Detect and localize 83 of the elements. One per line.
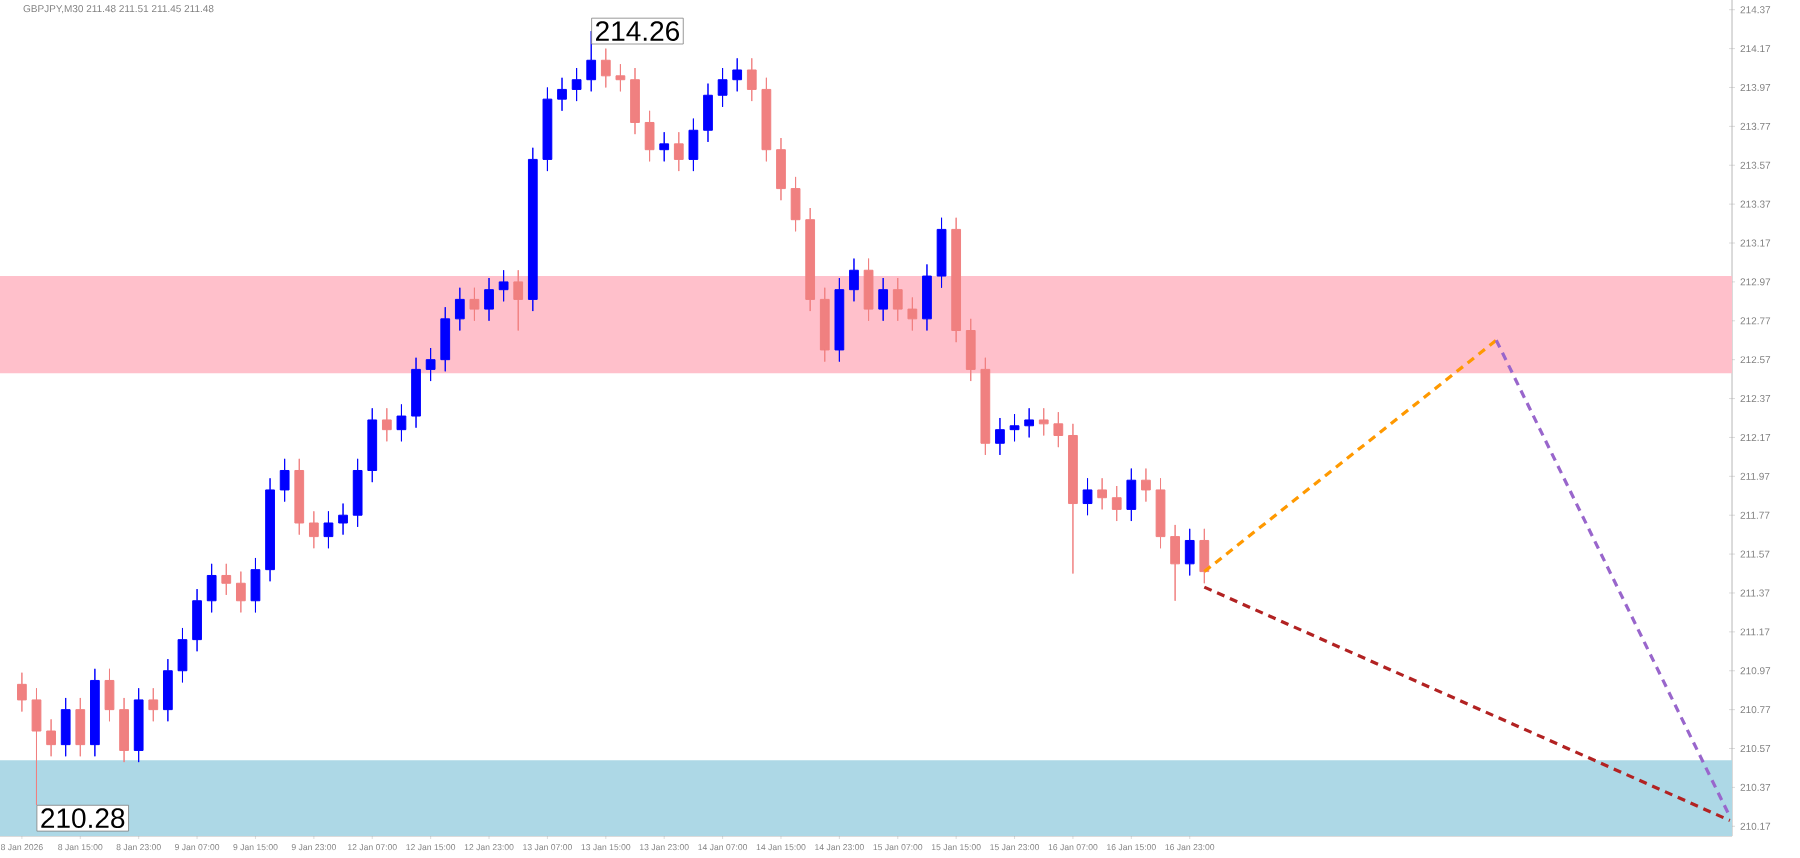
candlestick xyxy=(279,458,290,503)
candlestick xyxy=(790,176,801,232)
candlestick xyxy=(1038,407,1049,436)
candlestick xyxy=(1009,413,1020,442)
candlestick xyxy=(527,147,538,312)
candlestick xyxy=(60,697,71,757)
candlestick xyxy=(542,86,553,172)
candlestick xyxy=(615,63,626,92)
candlestick xyxy=(221,563,232,596)
candlestick xyxy=(1053,411,1064,448)
candlestick xyxy=(265,477,275,582)
candlestick xyxy=(644,110,655,162)
candlestick xyxy=(425,347,436,382)
candlestick xyxy=(1068,423,1078,575)
candlestick xyxy=(630,67,640,135)
candlestick xyxy=(338,503,348,536)
candlestick xyxy=(1111,485,1122,522)
candlestick xyxy=(892,277,903,322)
candlestick xyxy=(600,48,611,88)
candlestick xyxy=(75,697,86,757)
candlestick xyxy=(571,67,582,102)
candlestick xyxy=(863,258,874,322)
candlestick xyxy=(484,277,494,322)
candlestick xyxy=(849,258,859,302)
candlestick xyxy=(980,357,991,456)
candlestick xyxy=(1199,528,1210,584)
candlestick xyxy=(951,217,962,343)
candlestick xyxy=(688,118,699,172)
candlestick xyxy=(17,672,27,713)
candlestick xyxy=(381,407,392,442)
candlestick xyxy=(659,131,670,162)
candlestick xyxy=(746,57,757,102)
candlestick xyxy=(1097,477,1108,510)
candlestick xyxy=(469,287,480,322)
candlestick xyxy=(805,207,816,312)
candlestick xyxy=(323,510,334,549)
annotation: 210.28 xyxy=(41,808,125,829)
candlestick xyxy=(454,287,465,332)
candlestick xyxy=(717,67,728,108)
candlestick xyxy=(995,417,1005,456)
candlestick xyxy=(294,458,305,536)
candlestick xyxy=(732,57,743,92)
candlestick xyxy=(162,658,173,722)
candlestick xyxy=(1141,468,1151,503)
candlestick xyxy=(1155,477,1166,549)
candlestick xyxy=(819,287,830,363)
candlestick xyxy=(513,269,524,332)
candlestick xyxy=(192,588,202,652)
candlestick xyxy=(177,627,188,683)
candlestick xyxy=(411,357,421,429)
candlestick xyxy=(250,557,261,613)
candlestick xyxy=(352,458,363,528)
candlestick xyxy=(46,718,56,757)
candlestick xyxy=(148,687,159,722)
candlestick xyxy=(1082,477,1093,516)
candlestick xyxy=(878,277,889,322)
candlestick xyxy=(907,296,918,332)
candlestick xyxy=(498,269,509,302)
candlestick xyxy=(235,571,246,613)
candlestick xyxy=(557,77,567,112)
candlestick xyxy=(367,407,378,483)
candlestick xyxy=(1170,524,1180,602)
annotation: 214.26 xyxy=(596,21,680,42)
candlestick xyxy=(936,217,947,289)
candlestick xyxy=(673,131,684,172)
candlestick xyxy=(206,563,217,613)
candlestick xyxy=(965,318,976,382)
candlestick xyxy=(761,77,772,162)
candlestick xyxy=(119,697,129,763)
candlestick xyxy=(776,137,786,201)
candlestick xyxy=(133,687,144,763)
candlestick xyxy=(104,668,115,722)
candlestick xyxy=(1184,528,1195,576)
candlestick xyxy=(90,668,100,757)
candlestick xyxy=(922,263,932,332)
candlestick xyxy=(31,687,42,806)
candlestick xyxy=(308,510,319,549)
candlestick xyxy=(1126,468,1137,522)
candlestick xyxy=(396,403,407,442)
candlestick xyxy=(703,83,713,143)
candlestick xyxy=(834,277,845,363)
candlestick xyxy=(1024,407,1035,438)
candlestick xyxy=(440,306,451,372)
